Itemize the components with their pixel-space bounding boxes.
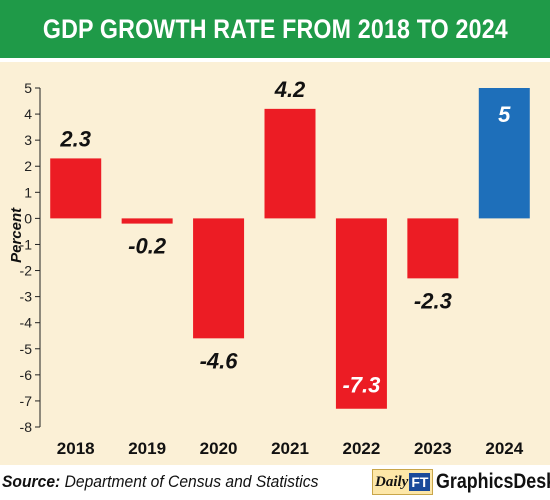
y-tick-label: 0 [24,210,32,226]
y-axis-title: Percent [8,207,25,263]
y-tick-label: -2 [20,263,33,279]
chart-panel: 5 4 3 2 1 0 -1 -2 -3 -4 -5 -6 -7 -8 Percent 2.3 2018 -0.2… [0,62,550,465]
y-tick-label: 3 [24,132,32,148]
value-label-2021: 4.2 [274,77,306,102]
value-label-2024: 5 [498,102,511,127]
x-tick-label-2019: 2019 [128,439,166,458]
x-tick-label-2018: 2018 [57,439,95,458]
x-tick-label-2022: 2022 [343,439,381,458]
bar-2024 [478,88,530,219]
x-tick-label-2021: 2021 [271,439,309,458]
y-tick-label: 1 [24,184,32,200]
brand-graphics-desk: GraphicsDesk [436,470,550,493]
source-line: Source: Department of Census and Statist… [2,472,318,492]
y-tick-label: 4 [24,106,32,122]
y-tick-label: -8 [20,419,33,435]
chart-title: GDP GROWTH RATE FROM 2018 TO 2024 [42,13,508,44]
value-label-2020: -4.6 [200,348,239,373]
value-label-2022: -7.3 [342,373,380,398]
gdp-bar-chart: 5 4 3 2 1 0 -1 -2 -3 -4 -5 -6 -7 -8 Percent 2.3 2018 -0.2… [8,77,530,458]
bar-2022 [335,218,387,409]
source-text: Department of Census and Statistics [64,472,319,491]
brand-ft: FT [409,473,431,491]
x-tick-label-2023: 2023 [414,439,452,458]
value-label-2018: 2.3 [59,126,91,151]
bar-2023 [407,218,459,279]
value-label-2023: -2.3 [414,288,452,313]
y-tick-label: 2 [24,158,32,174]
y-tick-label: -3 [20,289,33,305]
bar-2018 [50,158,102,219]
y-tick-label: -6 [20,367,33,383]
y-tick-label: -7 [20,393,33,409]
bar-2020 [193,218,245,339]
y-tick-label: -4 [20,315,33,331]
brand-daily: Daily [375,473,409,490]
daily-ft-logo: Daily FT [372,469,434,495]
x-tick-label-2020: 2020 [200,439,238,458]
graphics-desk-logo: Daily FT GraphicsDesk [372,469,550,495]
y-tick-label: 5 [24,80,32,96]
bar-2019 [121,218,173,224]
value-label-2019: -0.2 [128,234,167,259]
footer: Source: Department of Census and Statist… [0,466,550,500]
title-bar: GDP GROWTH RATE FROM 2018 TO 2024 [0,0,550,58]
y-tick-label: -1 [20,236,33,252]
y-tick-label: -5 [20,341,33,357]
source-label: Source: [2,472,61,491]
x-tick-label-2024: 2024 [485,439,523,458]
bar-2021 [264,108,316,219]
